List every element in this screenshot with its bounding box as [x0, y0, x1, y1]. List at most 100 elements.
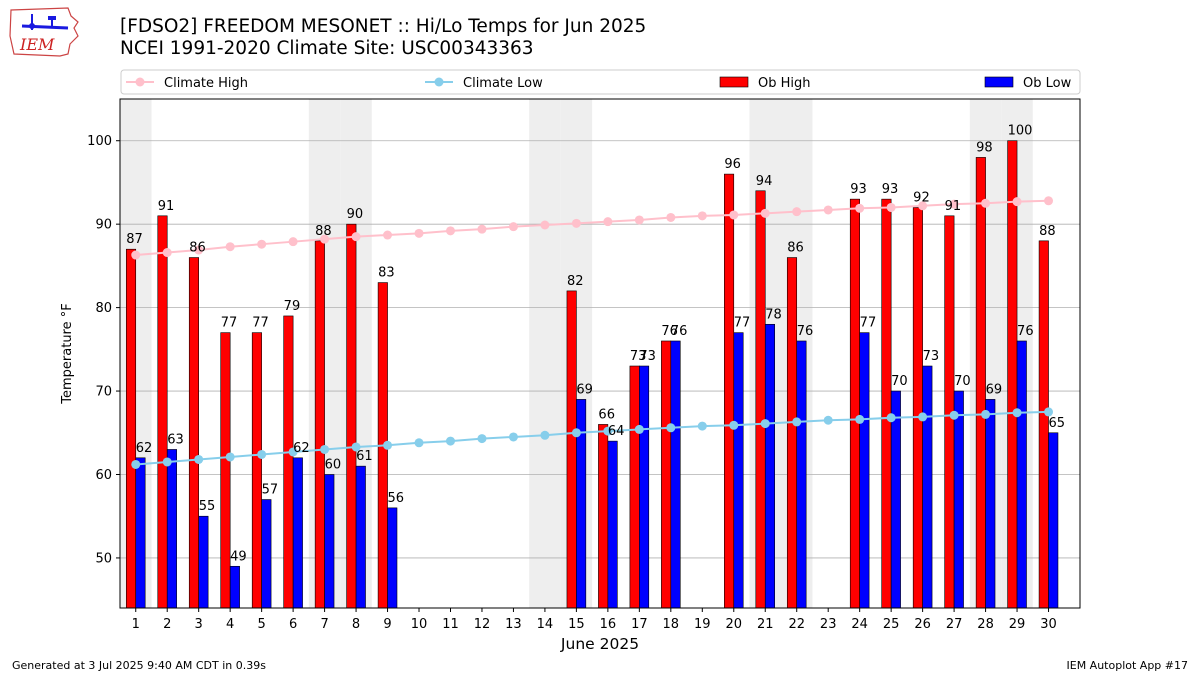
- ob-low-label: 63: [167, 432, 184, 447]
- y-axis-label: Temperature °F: [60, 303, 75, 404]
- climate-high-point: [981, 198, 991, 208]
- ob-low-bar: [387, 507, 398, 609]
- x-tick-label: 15: [568, 617, 585, 632]
- climate-high-point: [508, 222, 518, 232]
- x-tick-label: 22: [788, 617, 805, 632]
- climate-high-point: [414, 228, 424, 238]
- ob-high-bar: [598, 424, 609, 609]
- climate-low-point: [194, 454, 204, 464]
- ob-low-bar: [198, 515, 209, 609]
- ob-high-label: 77: [221, 316, 238, 331]
- ob-low-bar: [796, 340, 807, 609]
- ob-high-label: 83: [378, 266, 395, 281]
- ob-high-label: 96: [724, 157, 741, 172]
- climate-low-point: [414, 438, 424, 448]
- ob-low-label: 65: [1049, 416, 1066, 431]
- climate-high-point: [855, 203, 865, 213]
- legend-ob-low-swatch: [984, 76, 1014, 88]
- climate-low-point: [225, 452, 235, 462]
- ob-high-label: 79: [284, 299, 301, 314]
- climate-low-point: [1012, 408, 1022, 418]
- x-tick-label: 20: [725, 617, 742, 632]
- climate-low-point: [792, 417, 802, 427]
- climate-low-point: [351, 442, 361, 452]
- ob-low-bar: [229, 565, 240, 609]
- ob-high-bar: [1038, 240, 1049, 609]
- climate-high-line: [135, 199, 1049, 257]
- legend-label-ob-low: Ob Low: [1023, 76, 1072, 91]
- y-tick-label: 90: [95, 218, 112, 233]
- climate-high-point: [792, 207, 802, 217]
- climate-high-point: [729, 210, 739, 220]
- climate-high-point: [603, 217, 613, 227]
- ob-low-bar: [355, 465, 366, 609]
- ob-low-label: 60: [325, 457, 342, 472]
- climate-high-point: [571, 218, 581, 228]
- x-tick-label: 11: [442, 617, 459, 632]
- climate-high-point: [162, 248, 172, 258]
- x-tick-label: 6: [289, 617, 297, 632]
- ob-high-bar: [251, 332, 262, 609]
- climate-high-point: [918, 201, 928, 211]
- x-tick-label: 12: [474, 617, 491, 632]
- ob-high-bar: [346, 223, 357, 609]
- ob-high-label: 91: [158, 199, 175, 214]
- chart-title: [FDSO2] FREEDOM MESONET :: Hi/Lo Temps f…: [120, 16, 646, 60]
- ob-low-bar: [324, 474, 335, 609]
- ob-high-bar: [125, 248, 137, 609]
- autoplot-app-label: IEM Autoplot App #17: [1066, 659, 1189, 672]
- y-tick-label: 70: [95, 385, 112, 400]
- x-tick-label: 28: [977, 617, 994, 632]
- weekend-band: [529, 99, 561, 608]
- ob-low-label: 64: [608, 424, 625, 439]
- ob-high-label: 87: [126, 232, 143, 247]
- climate-low-point: [571, 428, 581, 438]
- climate-high-point: [351, 232, 361, 242]
- x-tick-label: 14: [537, 617, 554, 632]
- ob-high-label: 82: [567, 274, 584, 289]
- ob-low-label: 62: [136, 441, 153, 456]
- x-tick-label: 23: [820, 617, 837, 632]
- ob-high-bar: [1007, 140, 1018, 609]
- climate-low-point: [918, 412, 928, 422]
- climate-high-point: [383, 230, 393, 240]
- legend-label-ob-high: Ob High: [758, 76, 811, 91]
- ob-high-bar: [724, 173, 735, 609]
- ob-low-label: 56: [388, 491, 405, 506]
- ob-high-bar: [157, 215, 168, 609]
- y-tick-label: 100: [87, 134, 112, 149]
- ob-low-bar: [292, 457, 303, 609]
- climate-high-point: [194, 245, 204, 255]
- legend-label-climate-high: Climate High: [164, 76, 248, 91]
- climate-low-point: [949, 410, 959, 420]
- ob-high-bar: [881, 198, 892, 609]
- x-tick-label: 29: [1009, 617, 1026, 632]
- climate-high-point: [257, 239, 267, 249]
- climate-low-point: [697, 421, 707, 431]
- climate-high-point: [1044, 196, 1054, 206]
- ob-high-bar: [220, 332, 231, 609]
- climate-high-point: [1012, 197, 1022, 207]
- ob-high-label: 76: [661, 324, 678, 339]
- ob-high-bar: [314, 240, 325, 609]
- ob-low-label: 76: [1017, 324, 1034, 339]
- ob-low-label: 62: [293, 441, 310, 456]
- ob-low-bar: [1016, 340, 1027, 609]
- ob-low-bar: [922, 365, 933, 609]
- climate-low-point: [162, 457, 172, 467]
- x-tick-label: 2: [163, 617, 171, 632]
- ob-high-bar: [912, 207, 923, 609]
- ob-high-bar: [849, 198, 860, 609]
- ob-low-label: 73: [923, 349, 940, 364]
- x-tick-label: 5: [257, 617, 265, 632]
- climate-low-point: [823, 415, 833, 425]
- climate-high-point: [666, 212, 676, 222]
- ob-high-label: 98: [976, 140, 993, 155]
- iem-logo: IEM: [8, 6, 82, 60]
- climate-high-point: [540, 220, 550, 230]
- ob-high-bar: [629, 365, 640, 609]
- climate-low-point: [603, 426, 613, 436]
- ob-high-label: 88: [315, 224, 332, 239]
- ob-high-label: 86: [189, 241, 206, 256]
